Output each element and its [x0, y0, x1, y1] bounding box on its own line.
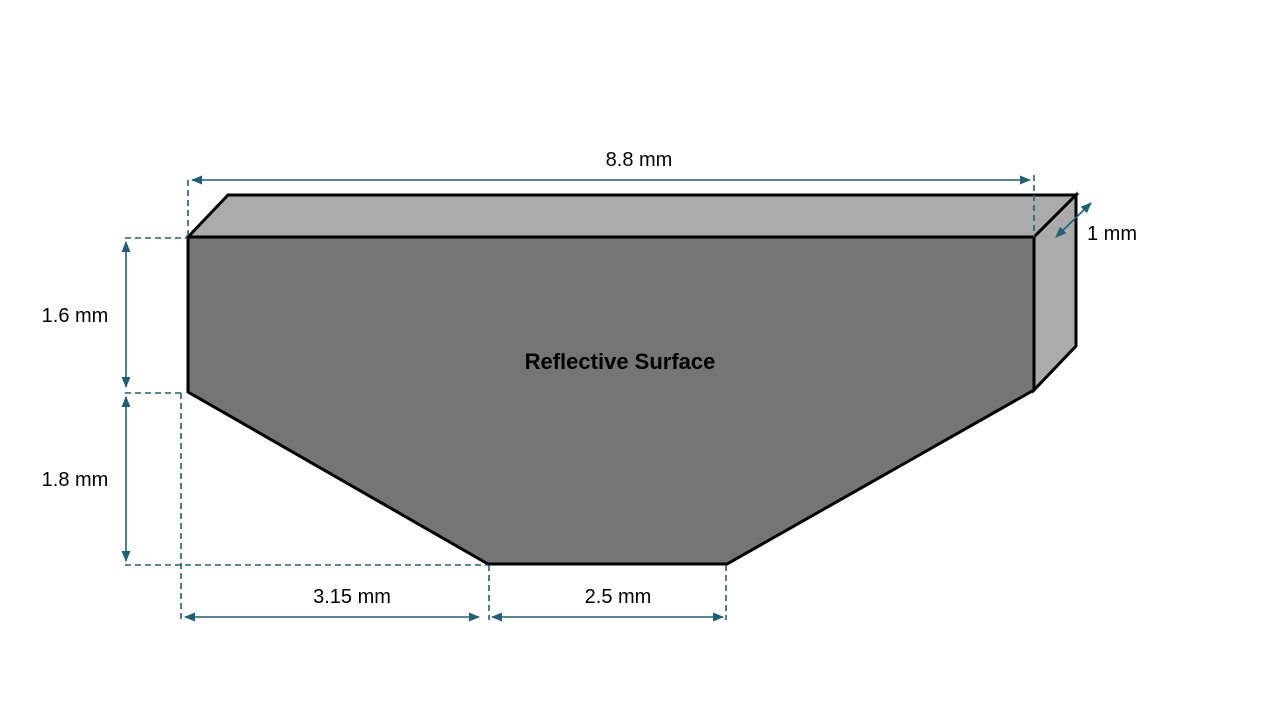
label-total-width: 8.8 mm	[606, 149, 673, 171]
front-face	[186, 235, 1036, 566]
label-lower-height: 1.8 mm	[42, 469, 109, 491]
label-depth: 1 mm	[1087, 223, 1137, 245]
top-face	[184, 193, 1080, 239]
label-base-width: 2.5 mm	[585, 586, 652, 608]
dimension-arrow-depth	[1055, 202, 1092, 238]
surface-label: Reflective Surface	[525, 349, 716, 374]
label-upper-height: 1.6 mm	[42, 305, 109, 327]
label-bevel-width: 3.15 mm	[313, 586, 391, 608]
